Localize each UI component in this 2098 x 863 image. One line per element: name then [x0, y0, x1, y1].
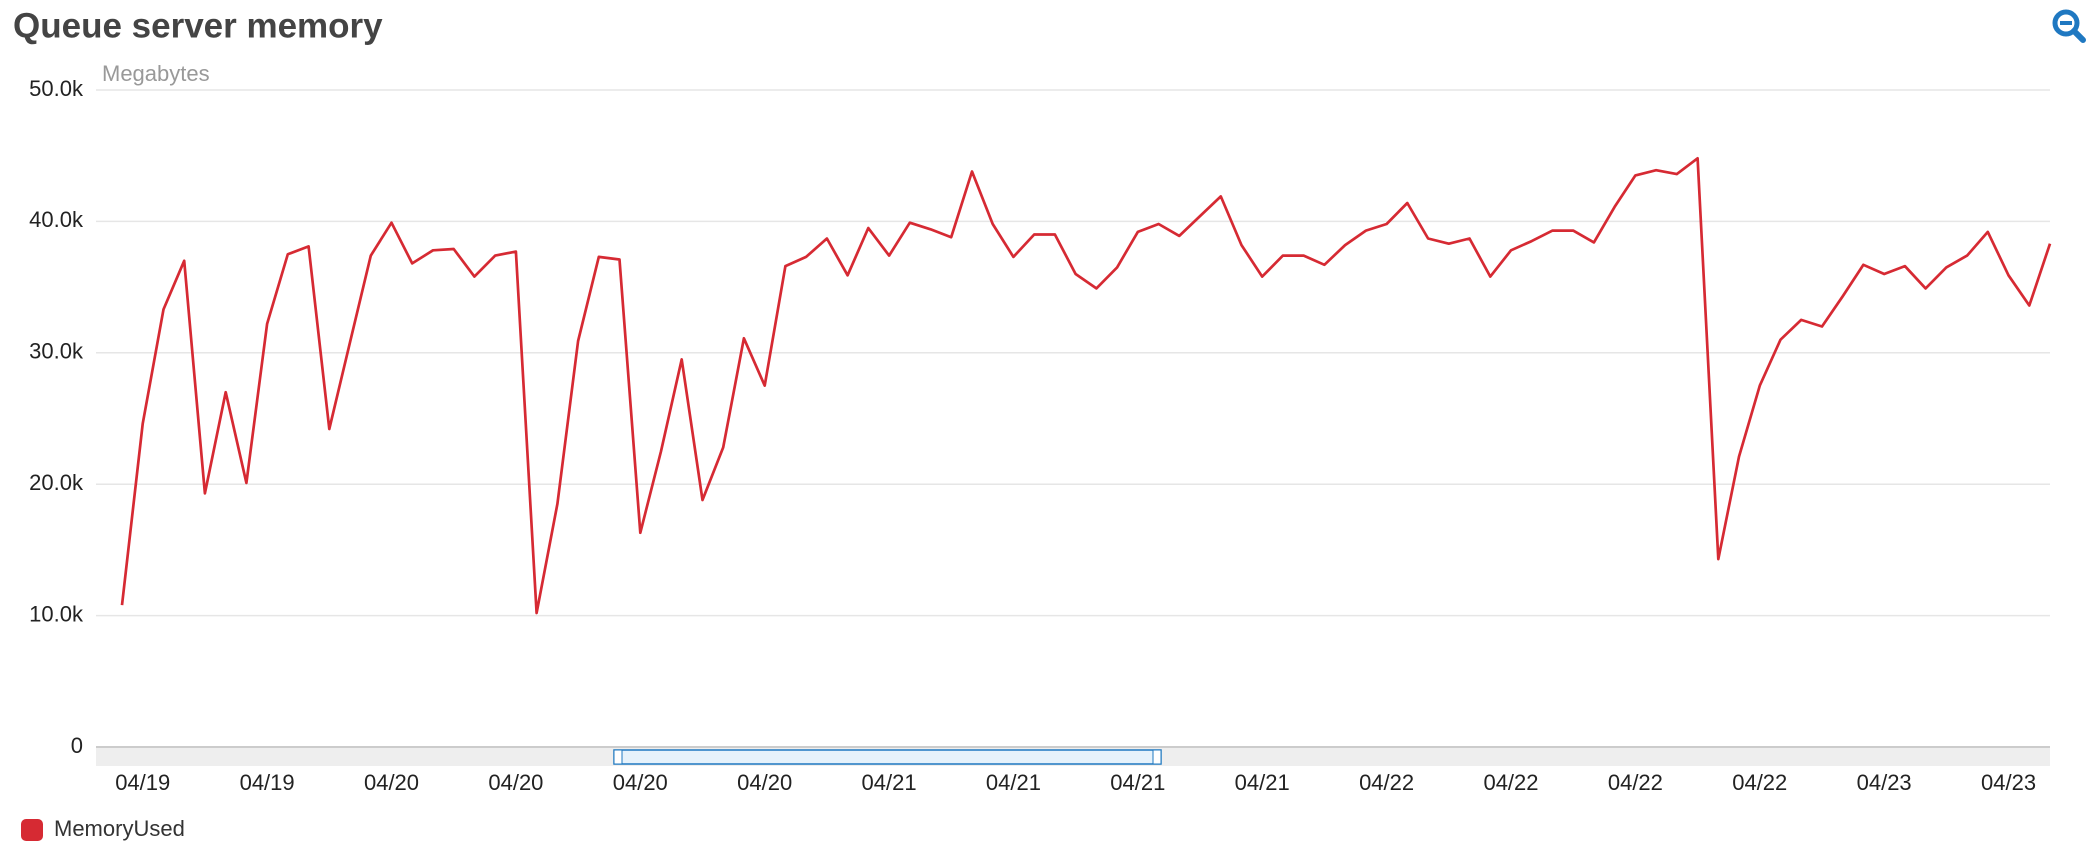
navigator-handle[interactable]: [613, 749, 623, 765]
y-tick-label: 40.0k: [29, 207, 84, 232]
x-tick-label: 04/20: [737, 770, 792, 795]
legend-swatch: [21, 819, 43, 841]
navigator: [96, 746, 2050, 766]
x-tick-label: 04/19: [115, 770, 170, 795]
zoom-button[interactable]: [2052, 9, 2086, 43]
y-tick-label: 50.0k: [29, 76, 84, 101]
x-tick-label: 04/22: [1608, 770, 1663, 795]
navigator-handle[interactable]: [1152, 749, 1162, 765]
series-line: [120, 156, 2052, 615]
legend-label: MemoryUsed: [54, 816, 185, 841]
x-tick-label: 04/21: [862, 770, 917, 795]
y-tick-label: 20.0k: [29, 470, 84, 495]
x-tick-label: 04/23: [1857, 770, 1912, 795]
x-tick-label: 04/21: [1235, 770, 1290, 795]
x-tick-label: 04/20: [364, 770, 419, 795]
x-tick-label: 04/19: [240, 770, 295, 795]
x-tick-label: 04/21: [1110, 770, 1165, 795]
zoom-icon: [2052, 9, 2080, 37]
zoom-handle: [2071, 28, 2086, 43]
x-tick-label: 04/21: [986, 770, 1041, 795]
x-tick-label: 04/20: [488, 770, 543, 795]
x-tick-label: 04/22: [1359, 770, 1414, 795]
x-tick-label: 04/23: [1981, 770, 2036, 795]
y-tick-label: 10.0k: [29, 601, 84, 626]
y-tick-label: 30.0k: [29, 339, 84, 364]
y-tick-label: 0: [71, 733, 83, 758]
x-tick-label: 04/22: [1732, 770, 1787, 795]
chart-title: Queue server memory: [13, 6, 383, 45]
y-axis-label: Megabytes: [102, 61, 210, 86]
x-tick-label: 04/22: [1483, 770, 1538, 795]
navigator-window[interactable]: [613, 749, 1162, 765]
x-tick-label: 04/20: [613, 770, 668, 795]
